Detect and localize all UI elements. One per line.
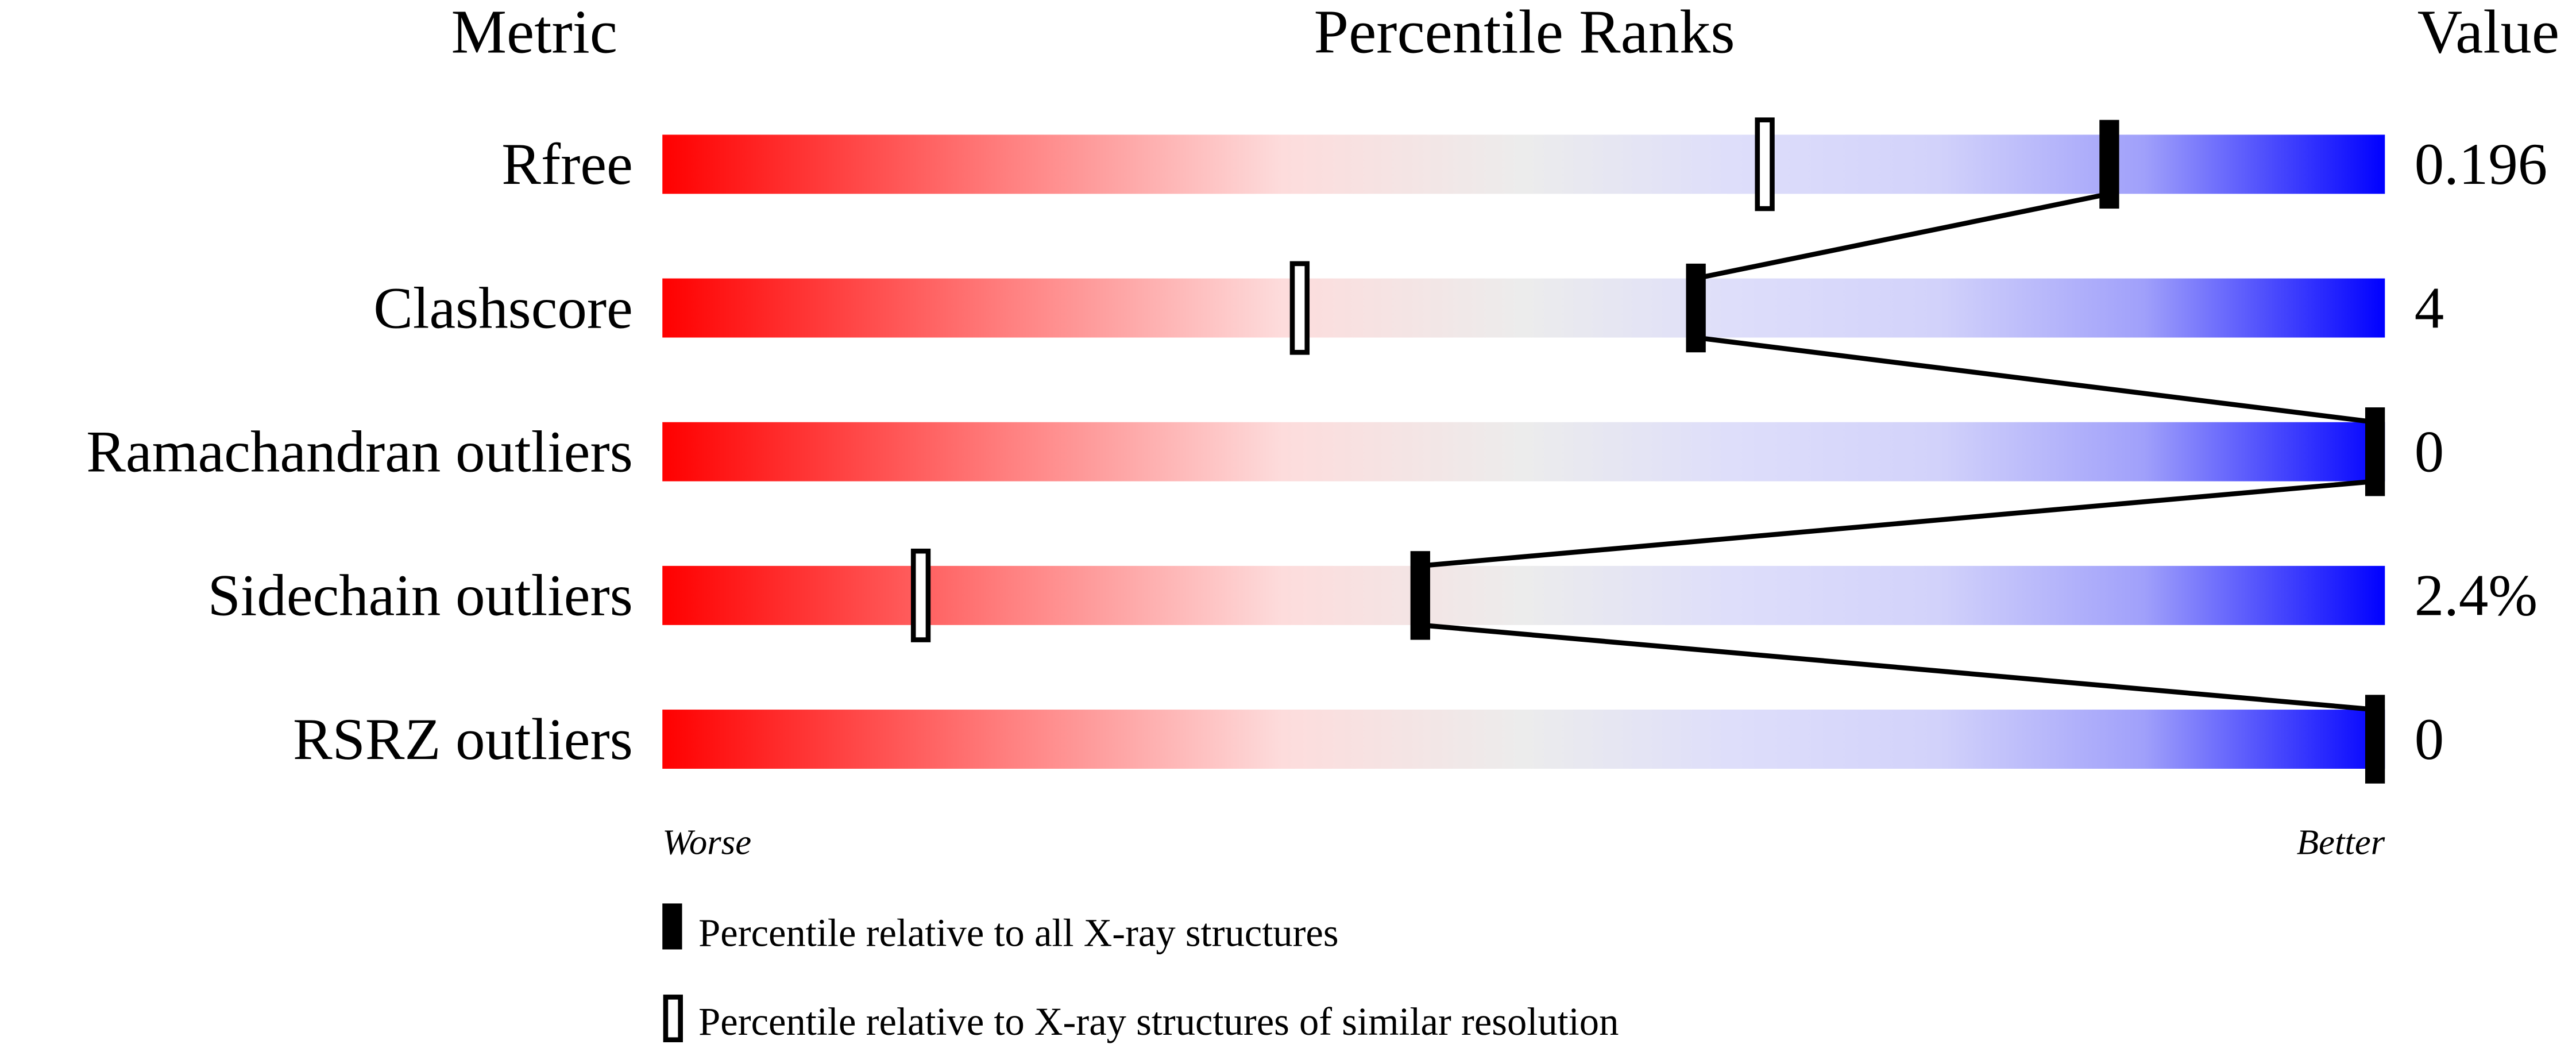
percentile-bar (662, 565, 2385, 625)
percentile-bar (662, 278, 2385, 338)
metric-label: Clashscore (373, 275, 633, 341)
axis-label-better: Better (2297, 822, 2385, 862)
header-metric: Metric (451, 0, 617, 66)
metric-value: 0.196 (2415, 132, 2548, 197)
metric-label: Sidechain outliers (208, 563, 633, 629)
percentile-all-marker (2365, 695, 2385, 784)
legend-open-marker (663, 995, 683, 1042)
percentile-all-marker (1686, 263, 1706, 353)
metric-value: 2.4% (2415, 563, 2538, 629)
legend-filled-marker (662, 903, 682, 950)
percentile-all-marker (1410, 551, 1430, 640)
metric-value: 0 (2415, 419, 2444, 485)
percentile-similar-marker (910, 548, 931, 642)
connector-line (1695, 191, 2110, 281)
metric-value: 4 (2415, 275, 2444, 341)
percentile-bar (662, 710, 2385, 769)
connector-line (1420, 622, 2376, 712)
metric-label: Ramachandran outliers (86, 419, 633, 485)
connector-line (1420, 479, 2376, 569)
connector-line (1696, 335, 2376, 425)
metric-value: 0 (2415, 707, 2444, 772)
header-value: Value (2417, 0, 2559, 66)
metric-label: Rfree (501, 132, 633, 197)
metric-label: RSRZ outliers (293, 707, 633, 772)
percentile-similar-marker (1755, 117, 1775, 211)
legend-filled-label: Percentile relative to all X-ray structu… (698, 911, 1338, 955)
percentile-bar (662, 422, 2385, 481)
percentile-all-marker (2365, 407, 2385, 496)
percentile-bar (662, 134, 2385, 194)
percentile-all-marker (2099, 120, 2119, 209)
header-percentile: Percentile Ranks (1314, 0, 1735, 66)
legend-open-label: Percentile relative to X-ray structures … (698, 1000, 1619, 1043)
percentile-similar-marker (1289, 261, 1310, 355)
axis-label-worse: Worse (662, 822, 751, 862)
